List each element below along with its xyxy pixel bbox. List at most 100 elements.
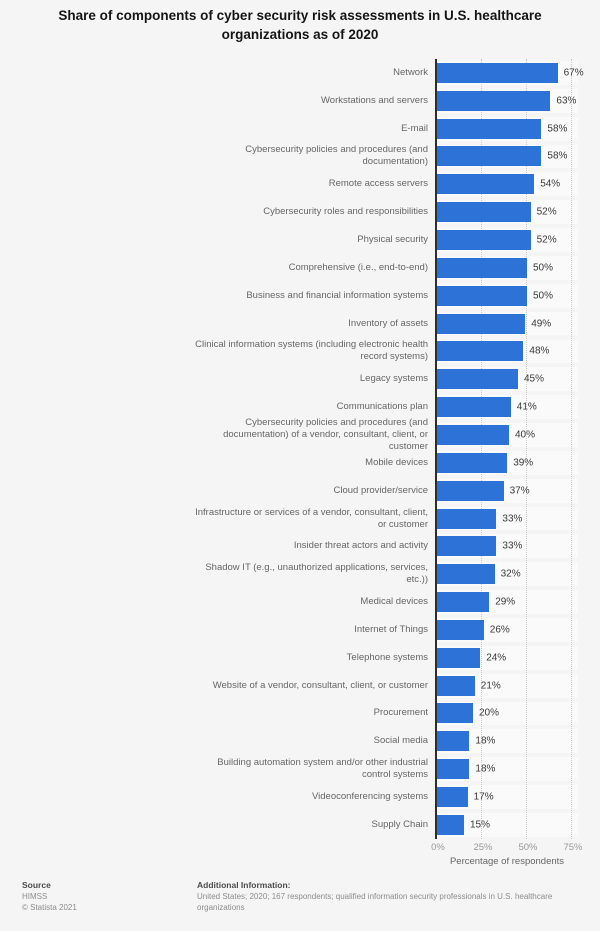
category-label: Cloud provider/service: [333, 484, 428, 496]
bar: [437, 675, 475, 696]
row-band: [437, 729, 578, 754]
value-label: 29%: [495, 596, 516, 608]
bar: [437, 619, 484, 640]
bar: [437, 341, 524, 362]
row-band: [437, 812, 578, 837]
category-label: Medical devices: [360, 596, 428, 608]
category-label: Supply Chain: [371, 818, 428, 830]
category-label: Cybersecurity policies and procedures (a…: [223, 416, 428, 452]
bar: [437, 452, 508, 473]
additional-info-block: Additional Information: United States; 2…: [197, 880, 592, 913]
tick-label: 25%: [473, 841, 493, 853]
value-label: 58%: [547, 123, 568, 135]
value-label: 24%: [486, 652, 507, 664]
bar: [437, 814, 464, 835]
bar: [437, 257, 527, 278]
category-label: Communications plan: [336, 401, 428, 413]
category-label: Cybersecurity policies and procedures (a…: [245, 144, 428, 168]
value-label: 58%: [547, 150, 568, 162]
value-label: 54%: [540, 178, 561, 190]
bar: [437, 397, 511, 418]
additional-info-value: United States; 2020; 167 respondents; qu…: [197, 892, 553, 912]
value-label: 39%: [513, 457, 534, 469]
tick-label: 0%: [431, 841, 445, 853]
bar: [437, 731, 470, 752]
value-label: 26%: [489, 624, 510, 636]
value-label: 32%: [500, 568, 521, 580]
bar: [437, 118, 542, 139]
value-label: 18%: [475, 735, 496, 747]
bar: [437, 424, 509, 445]
category-label: Cybersecurity roles and responsibilities: [263, 206, 428, 218]
category-label: Procurement: [373, 707, 428, 719]
category-label: Internet of Things: [354, 623, 428, 635]
row-band: [437, 785, 578, 809]
copyright: © Statista 2021: [22, 903, 77, 912]
value-label: 50%: [533, 290, 554, 302]
category-label: Building automation system and/or other …: [217, 757, 428, 781]
source-label: Source: [22, 880, 51, 890]
bar: [437, 174, 535, 195]
value-label: 45%: [524, 373, 545, 385]
value-label: 63%: [556, 95, 577, 107]
additional-info-label: Additional Information:: [197, 880, 291, 890]
value-label: 18%: [475, 763, 496, 775]
category-label: Workstations and servers: [320, 94, 428, 106]
category-label: Physical security: [357, 234, 428, 246]
category-label: Social media: [373, 735, 428, 747]
row-band: [437, 757, 578, 782]
category-label: Mobile devices: [365, 456, 428, 468]
bar: [437, 536, 497, 557]
value-label: 33%: [502, 540, 523, 552]
value-label: 40%: [515, 429, 536, 441]
category-label: Shadow IT (e.g., unauthorized applicatio…: [205, 562, 428, 586]
chart-title: Share of components of cyber security ri…: [58, 8, 542, 42]
bar: [437, 313, 526, 334]
tick-label: 50%: [518, 841, 538, 853]
bar: [437, 480, 504, 501]
value-label: 17%: [473, 791, 494, 803]
category-label: Network: [393, 66, 428, 78]
bar: [437, 285, 527, 306]
value-label: 41%: [516, 401, 537, 413]
bar: [437, 230, 531, 251]
value-label: 20%: [479, 707, 500, 719]
bar: [437, 508, 497, 529]
category-label: Website of a vendor, consultant, client,…: [212, 679, 428, 691]
value-label: 50%: [533, 262, 554, 274]
bar: [437, 62, 558, 83]
gridline: [481, 59, 482, 839]
category-label: Telephone systems: [346, 651, 428, 663]
tick-label: 75%: [563, 841, 583, 853]
category-label: Comprehensive (i.e., end-to-end): [288, 261, 428, 273]
category-label: E-mail: [401, 122, 428, 134]
gridline: [526, 59, 527, 839]
bar: [437, 202, 531, 223]
gridline: [571, 59, 572, 839]
category-label: Business and financial information syste…: [246, 289, 428, 301]
bar: [437, 647, 481, 668]
source-block: Source HIMSS © Statista 2021: [22, 880, 77, 913]
value-label: 21%: [480, 680, 501, 692]
value-label: 52%: [536, 234, 557, 246]
category-label: Videoconferencing systems: [312, 791, 428, 803]
bar: [437, 369, 518, 390]
value-label: 49%: [531, 318, 552, 330]
category-label: Clinical information systems (including …: [195, 339, 428, 363]
axis-line: [435, 59, 437, 839]
bar: [437, 90, 551, 111]
value-label: 52%: [536, 206, 557, 218]
value-label: 37%: [509, 485, 530, 497]
value-label: 33%: [502, 513, 523, 525]
value-label: 48%: [529, 345, 550, 357]
source-value: HIMSS: [22, 892, 48, 901]
category-label: Legacy systems: [359, 373, 428, 385]
value-label: 15%: [470, 819, 491, 831]
value-label: 67%: [563, 67, 584, 79]
x-axis-label: Percentage of respondents: [449, 856, 565, 867]
category-label: Inventory of assets: [348, 317, 428, 329]
category-label: Insider threat actors and activity: [293, 540, 428, 552]
bar: [437, 564, 495, 585]
